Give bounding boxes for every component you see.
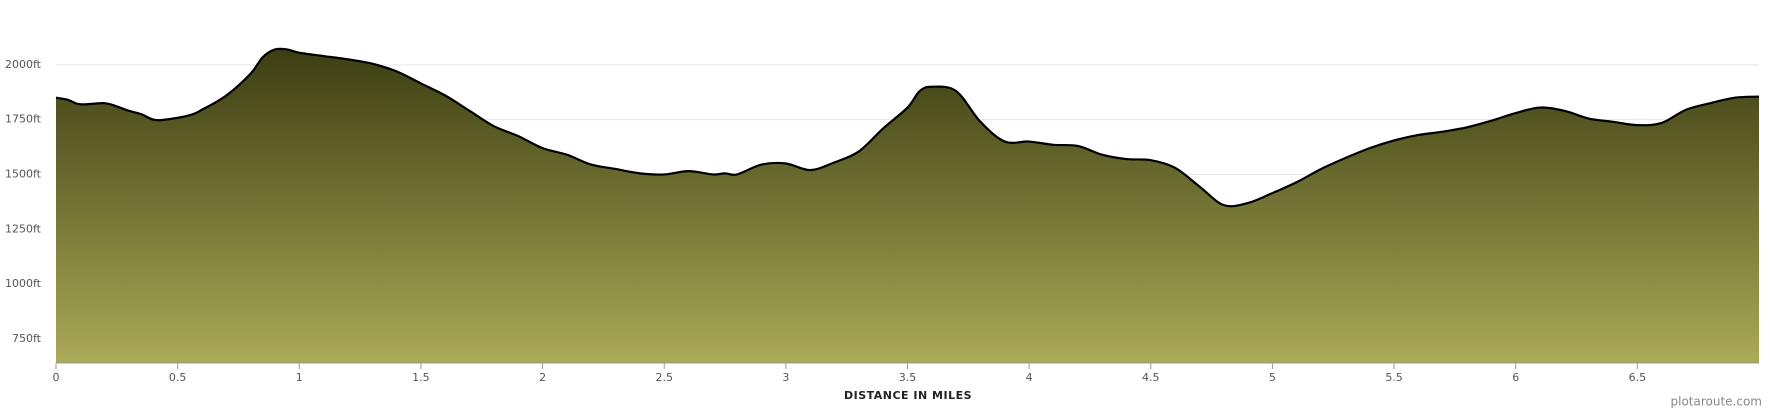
x-axis-title: DISTANCE IN MILES xyxy=(844,389,972,402)
x-tick-label: 4 xyxy=(1026,371,1033,384)
x-tick-label: 2.5 xyxy=(655,371,673,384)
y-tick-label: 1500ft xyxy=(5,167,42,180)
elevation-line xyxy=(55,47,1760,208)
y-tick-label: 750ft xyxy=(12,332,42,345)
x-tick-label: 5.5 xyxy=(1385,371,1403,384)
x-tick-label: 4.5 xyxy=(1142,371,1160,384)
x-tick-label: 6.5 xyxy=(1629,371,1647,384)
x-tick-label: 1 xyxy=(296,371,303,384)
elevation-area xyxy=(56,48,1759,364)
x-tick-label: 1.5 xyxy=(412,371,430,384)
y-tick-label: 1000ft xyxy=(5,277,42,290)
y-tick-label: 1250ft xyxy=(5,222,42,235)
x-tick-label: 6 xyxy=(1512,371,1519,384)
x-tick-label: 2 xyxy=(539,371,546,384)
x-tick-label: 3.5 xyxy=(899,371,917,384)
watermark: plotaroute.com xyxy=(1671,395,1763,409)
y-tick-label: 2000ft xyxy=(5,58,42,71)
x-tick-label: 5 xyxy=(1269,371,1276,384)
y-tick-label: 1750ft xyxy=(5,113,42,126)
x-tick-label: 0 xyxy=(53,371,60,384)
x-tick-label: 0.5 xyxy=(169,371,187,384)
x-tick-label: 3 xyxy=(782,371,789,384)
